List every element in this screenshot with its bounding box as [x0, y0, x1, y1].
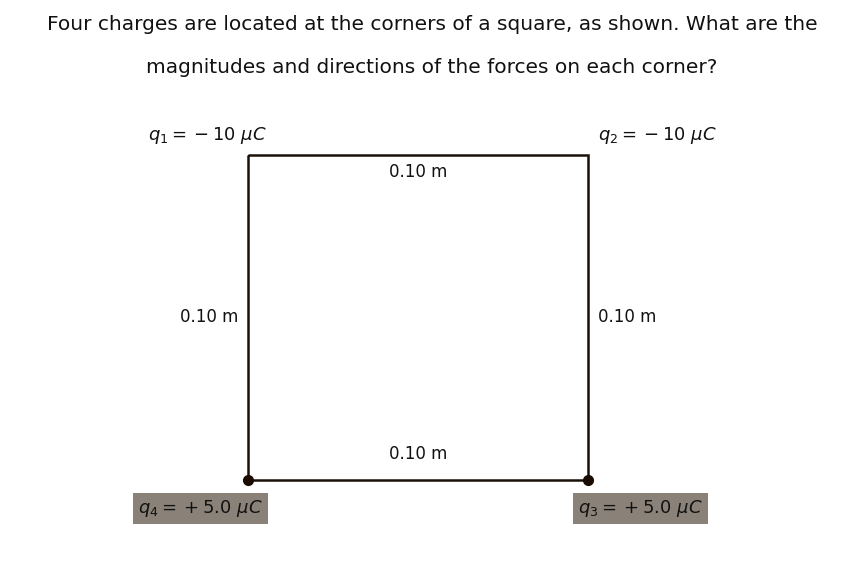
Text: 0.10 m: 0.10 m — [180, 309, 238, 327]
Text: magnitudes and directions of the forces on each corner?: magnitudes and directions of the forces … — [146, 58, 718, 77]
Text: Four charges are located at the corners of a square, as shown. What are the: Four charges are located at the corners … — [47, 15, 817, 34]
Text: $q_3 = +5.0\ \mu C$: $q_3 = +5.0\ \mu C$ — [578, 498, 702, 519]
Text: $q_4 = +5.0\ \mu C$: $q_4 = +5.0\ \mu C$ — [138, 498, 263, 519]
Text: 0.10 m: 0.10 m — [389, 445, 448, 463]
Text: $q_1 = -10\ \mu C$: $q_1 = -10\ \mu C$ — [148, 125, 267, 146]
Text: 0.10 m: 0.10 m — [389, 163, 448, 181]
Text: 0.10 m: 0.10 m — [598, 309, 657, 327]
Text: $q_2 = -10\ \mu C$: $q_2 = -10\ \mu C$ — [598, 125, 717, 146]
